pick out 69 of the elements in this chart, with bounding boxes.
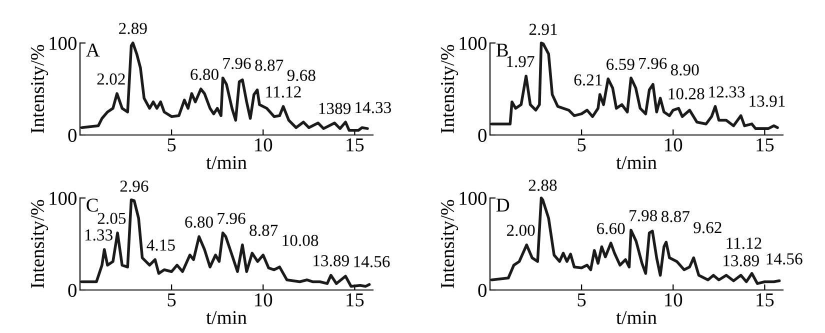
annotation: 7.98: [630, 210, 658, 222]
annotation: 2.00: [506, 224, 535, 236]
y-tick-label: 0: [68, 128, 76, 142]
annotation: 13.89: [314, 255, 349, 266]
y-tick-label: 100: [50, 36, 76, 50]
chart-title: A: [86, 44, 100, 56]
annotation: 8.87: [255, 60, 284, 71]
annotation: 8.87: [250, 224, 278, 236]
annotation: 12.33: [709, 86, 745, 98]
annotation: 9.62: [694, 222, 722, 234]
y-tick-label: 100: [460, 36, 486, 50]
annotation: 2.88: [528, 180, 557, 191]
annotation: 14.33: [356, 102, 392, 114]
x-tick-label: 5: [578, 294, 586, 306]
x-tick-label: 15: [346, 138, 364, 152]
y-tick-label: 0: [68, 284, 76, 297]
chart-title: D: [496, 198, 510, 212]
annotation: 6.80: [190, 68, 218, 80]
y-tick-label: 0: [478, 128, 486, 142]
chart-title: C: [86, 198, 98, 212]
annotation: 6.59: [606, 58, 634, 70]
annotation: 8.90: [670, 64, 699, 76]
annotation: 10.28: [668, 88, 704, 100]
annotation: 2.05: [98, 212, 126, 224]
annotation: 7.96: [218, 212, 246, 224]
y-axis-title: Intensity/%: [30, 44, 48, 134]
annotation: 14.56: [766, 253, 802, 265]
y-axis-title: Intensity/%: [440, 44, 458, 134]
y-tick-label: 0: [478, 284, 486, 297]
y-tick-label: 100: [50, 192, 76, 205]
annotation: 6.80: [185, 216, 213, 228]
annotation: 1389: [319, 102, 351, 114]
x-tick-label: 10: [665, 138, 682, 152]
annotation: 11.12: [266, 86, 301, 98]
annotation: 2.02: [97, 73, 125, 85]
annotation: 11.12: [726, 238, 762, 249]
annotation: 2.89: [119, 22, 147, 34]
x-axis-title: t/min: [616, 311, 657, 324]
annotation: 14.56: [354, 256, 390, 268]
x-tick-label: 5: [578, 138, 586, 152]
x-tick-label: 15: [756, 293, 774, 306]
x-tick-label: 10: [255, 138, 272, 152]
x-tick-label: 15: [346, 293, 364, 306]
x-tick-label: 10: [255, 293, 272, 306]
annotation: 13.91: [750, 96, 785, 107]
annotation: 9.68: [287, 70, 316, 82]
chart-title: B: [496, 44, 508, 57]
y-tick-label: 100: [460, 192, 486, 205]
x-axis-title: t/min: [616, 156, 657, 170]
x-tick-label: 5: [168, 294, 176, 306]
x-axis-title: t/min: [206, 311, 247, 324]
annotation: 7.96: [223, 58, 251, 70]
y-axis-title: Intensity/%: [30, 200, 48, 288]
annotation: 10.08: [282, 234, 318, 246]
x-tick-label: 10: [665, 293, 682, 306]
annotation: 4.15: [146, 240, 175, 251]
annotation: 2.96: [120, 180, 148, 192]
y-axis-title: Intensity/%: [440, 200, 458, 288]
annotation: 7.96: [639, 58, 667, 70]
annotation: 6.60: [596, 222, 625, 234]
annotation: 8.87: [661, 210, 690, 222]
annotation: 13.89: [724, 255, 759, 266]
annotation: 2.91: [529, 24, 557, 36]
annotation: 1.33: [85, 229, 112, 241]
annotation: 6.21: [574, 74, 602, 86]
x-axis-title: t/min: [206, 156, 247, 170]
x-tick-label: 5: [168, 138, 176, 152]
x-tick-label: 15: [756, 138, 774, 152]
annotation: 1.97: [507, 56, 534, 68]
